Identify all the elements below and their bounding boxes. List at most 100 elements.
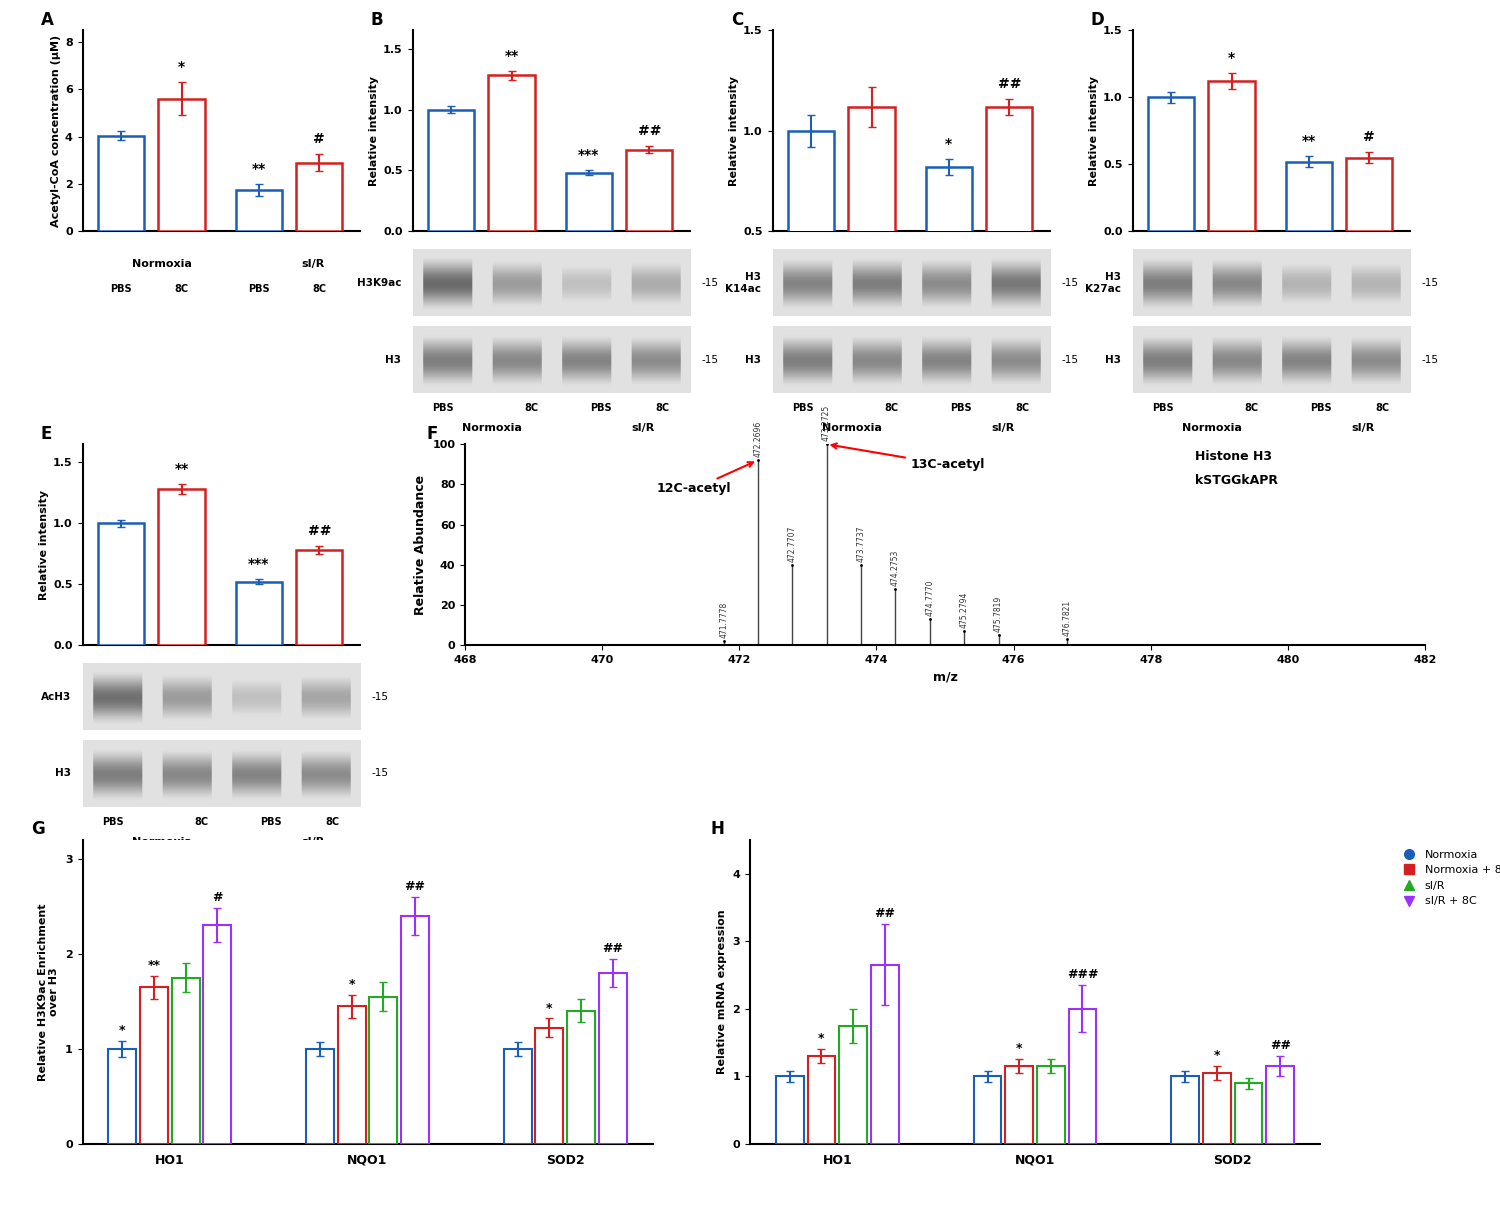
Text: 8C: 8C <box>885 403 898 413</box>
Text: sI/R: sI/R <box>302 673 324 683</box>
Text: **: ** <box>174 462 189 476</box>
Bar <box>1266 1066 1294 1144</box>
Text: Histone H3: Histone H3 <box>1194 450 1272 464</box>
Text: ##: ## <box>638 124 662 138</box>
Text: ##: ## <box>1269 1039 1290 1051</box>
Text: 8C: 8C <box>195 817 208 826</box>
Bar <box>236 190 282 231</box>
Bar <box>1286 162 1332 231</box>
Bar <box>1148 97 1194 231</box>
Text: ##: ## <box>405 880 426 893</box>
Bar <box>1346 158 1392 231</box>
Y-axis label: Relative intensity: Relative intensity <box>39 489 50 600</box>
Text: -15: -15 <box>700 354 718 365</box>
Text: 13C-acetyl: 13C-acetyl <box>831 443 986 471</box>
Text: Normoxia: Normoxia <box>1182 424 1242 433</box>
Text: sI/R: sI/R <box>632 424 654 433</box>
Text: *: * <box>1016 1043 1023 1055</box>
Bar <box>338 1006 366 1144</box>
Text: PBS: PBS <box>110 699 132 708</box>
Legend: Normoxia, Normoxia + 8C, sI/R, sI/R + 8C: Normoxia, Normoxia + 8C, sI/R, sI/R + 8C <box>1394 846 1500 910</box>
Text: **: ** <box>1302 134 1316 148</box>
Text: sI/R: sI/R <box>302 837 324 847</box>
Text: PBS: PBS <box>432 403 454 413</box>
Text: F: F <box>426 425 438 443</box>
Text: Normoxia: Normoxia <box>1182 259 1242 269</box>
Y-axis label: Relative mRNA expression: Relative mRNA expression <box>717 909 728 1075</box>
Bar <box>788 130 834 332</box>
Text: Normoxia: Normoxia <box>822 424 882 433</box>
Text: 8C: 8C <box>1245 403 1258 413</box>
Text: 8C: 8C <box>864 285 879 295</box>
Text: -15: -15 <box>1420 277 1438 288</box>
Text: 8C: 8C <box>312 285 327 295</box>
Text: PBS: PBS <box>248 699 270 708</box>
Text: PBS: PBS <box>800 285 822 295</box>
Bar <box>986 107 1032 332</box>
Text: *: * <box>1214 1049 1219 1062</box>
Text: 8C: 8C <box>174 699 189 708</box>
Text: PBS: PBS <box>110 285 132 295</box>
Y-axis label: Relative Abundance: Relative Abundance <box>414 475 426 615</box>
Bar <box>926 167 972 332</box>
Bar <box>306 1049 334 1144</box>
Text: H3: H3 <box>1106 354 1122 365</box>
Text: ***: *** <box>248 557 270 571</box>
Text: 472.7707: 472.7707 <box>788 526 796 562</box>
Text: 474.7770: 474.7770 <box>926 579 934 616</box>
Bar <box>204 925 231 1144</box>
Bar <box>236 582 282 645</box>
Bar <box>296 163 342 231</box>
Text: H3: H3 <box>746 354 762 365</box>
Text: 8C: 8C <box>1376 403 1389 413</box>
Text: 476.7821: 476.7821 <box>1062 600 1071 636</box>
Text: *: * <box>178 61 184 74</box>
Bar <box>108 1049 136 1144</box>
Text: kSTGGkAPR: kSTGGkAPR <box>1194 475 1278 487</box>
Bar <box>504 1049 531 1144</box>
Bar <box>1209 82 1254 231</box>
Text: ***: *** <box>578 148 600 162</box>
Text: 471.7778: 471.7778 <box>720 601 729 638</box>
Text: -15: -15 <box>370 768 388 779</box>
Y-axis label: Relative intensity: Relative intensity <box>1089 75 1100 186</box>
Text: 12C-acetyl: 12C-acetyl <box>657 462 753 495</box>
Bar <box>400 916 429 1144</box>
Text: -15: -15 <box>370 691 388 702</box>
Text: **: ** <box>147 959 160 972</box>
Y-axis label: Acetyl-CoA concentration (μM): Acetyl-CoA concentration (μM) <box>51 35 60 226</box>
Text: sI/R: sI/R <box>632 259 654 269</box>
Text: **: ** <box>504 49 519 62</box>
Text: -15: -15 <box>1060 277 1078 288</box>
Text: PBS: PBS <box>1298 285 1320 295</box>
Text: H3K9ac: H3K9ac <box>357 277 402 288</box>
Text: sI/R: sI/R <box>1352 424 1374 433</box>
Text: ##: ## <box>874 907 896 920</box>
Text: H3: H3 <box>56 768 72 779</box>
Text: PBS: PBS <box>792 403 814 413</box>
Text: ##: ## <box>602 942 622 955</box>
Text: #: # <box>211 891 222 904</box>
Text: #: # <box>1364 130 1376 145</box>
Y-axis label: Relative H3K9ac Enrichment
over H3: Relative H3K9ac Enrichment over H3 <box>38 903 60 1081</box>
Text: -15: -15 <box>1060 354 1078 365</box>
Bar <box>98 135 144 231</box>
Text: *: * <box>546 1002 552 1015</box>
Text: *: * <box>348 978 355 991</box>
Text: H3
K27ac: H3 K27ac <box>1086 273 1122 293</box>
Text: sI/R: sI/R <box>1352 259 1374 269</box>
Text: 8C: 8C <box>326 817 339 826</box>
Bar <box>566 173 612 231</box>
Text: 473.7737: 473.7737 <box>856 526 865 562</box>
Text: Normoxia: Normoxia <box>462 259 522 269</box>
Bar <box>1068 1009 1096 1144</box>
Bar <box>839 1026 867 1144</box>
Y-axis label: Relative intensity: Relative intensity <box>369 75 380 186</box>
Bar <box>140 987 168 1144</box>
Text: 8C: 8C <box>642 285 657 295</box>
Text: *: * <box>1228 51 1234 66</box>
Text: 8C: 8C <box>1016 403 1029 413</box>
Text: ##: ## <box>308 525 332 538</box>
Text: *: * <box>945 136 952 151</box>
Text: 8C: 8C <box>525 403 538 413</box>
